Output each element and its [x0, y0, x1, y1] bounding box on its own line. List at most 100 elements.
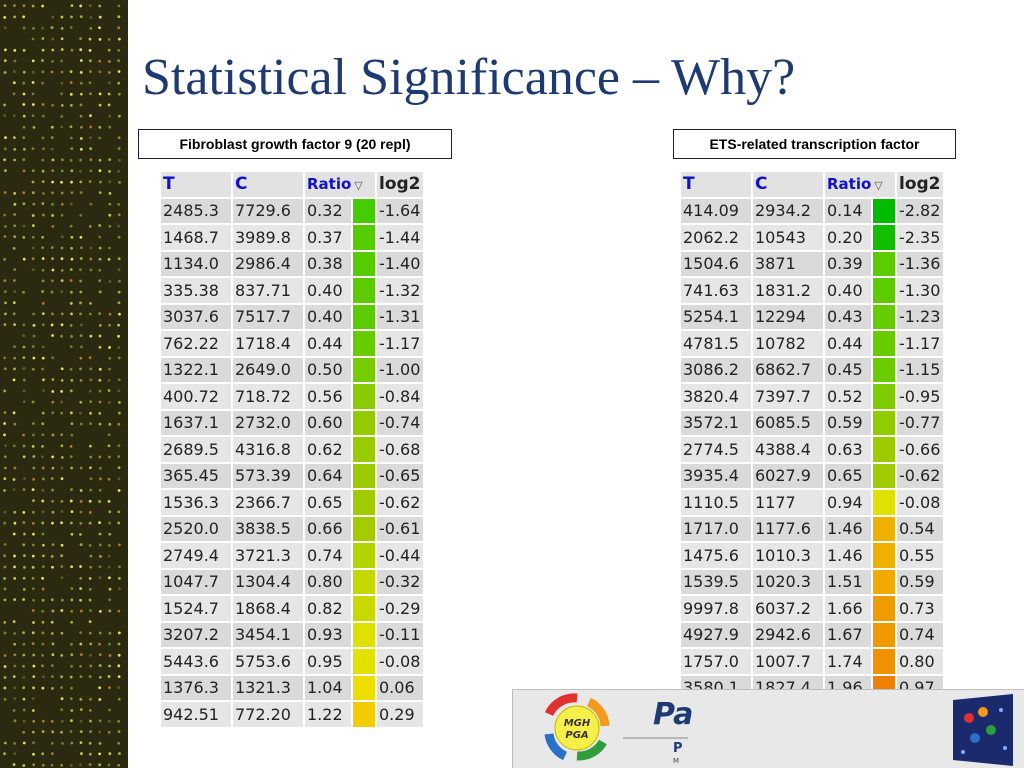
column-header-c[interactable]: C	[753, 172, 823, 197]
cell-c: 1177	[753, 490, 823, 515]
cell-c: 772.20	[233, 702, 303, 727]
ratio-color-swatch	[873, 490, 895, 515]
table-row: 1468.7 3989.8 0.37 -1.44	[161, 225, 423, 250]
ratio-color-swatch	[873, 622, 895, 647]
cell-log2: -1.44	[377, 225, 423, 250]
cell-t: 2520.0	[161, 516, 231, 541]
cell-log2: -0.62	[897, 463, 943, 488]
cell-log2: -1.30	[897, 278, 943, 303]
cell-t: 3572.1	[681, 410, 751, 435]
cell-t: 1322.1	[161, 357, 231, 382]
column-header-ratio[interactable]: Ratio ▽	[825, 172, 895, 197]
cell-t: 1717.0	[681, 516, 751, 541]
cell-t: 1637.1	[161, 410, 231, 435]
cell-t: 942.51	[161, 702, 231, 727]
cell-ratio: 1.74	[825, 649, 871, 674]
ratio-color-swatch	[873, 543, 895, 568]
cell-log2: -1.17	[377, 331, 423, 356]
cell-log2: -0.77	[897, 410, 943, 435]
table-row: 414.09 2934.2 0.14 -2.82	[681, 198, 943, 223]
cell-log2: -1.40	[377, 251, 423, 276]
cell-ratio: 1.66	[825, 596, 871, 621]
cell-log2: -2.82	[897, 198, 943, 223]
cell-ratio: 0.95	[305, 649, 351, 674]
sort-descending-icon[interactable]: ▽	[874, 179, 883, 193]
ratio-color-swatch	[353, 384, 375, 409]
cell-t: 762.22	[161, 331, 231, 356]
column-header-ratio[interactable]: Ratio ▽	[305, 172, 375, 197]
cell-t: 3207.2	[161, 622, 231, 647]
cell-c: 1007.7	[753, 649, 823, 674]
cell-t: 400.72	[161, 384, 231, 409]
cell-c: 1321.3	[233, 675, 303, 700]
cell-ratio: 0.37	[305, 225, 351, 250]
column-header-t[interactable]: T	[681, 172, 751, 197]
cell-ratio: 0.80	[305, 569, 351, 594]
cell-c: 2649.0	[233, 357, 303, 382]
ratio-color-swatch	[353, 225, 375, 250]
cell-ratio: 0.44	[825, 331, 871, 356]
cell-log2: -1.00	[377, 357, 423, 382]
cell-c: 1868.4	[233, 596, 303, 621]
cell-t: 3086.2	[681, 357, 751, 382]
ratio-color-swatch	[873, 304, 895, 329]
table-row: 1322.1 2649.0 0.50 -1.00	[161, 357, 423, 382]
ratio-color-swatch	[873, 410, 895, 435]
cell-t: 3935.4	[681, 463, 751, 488]
table-row: 2774.5 4388.4 0.63 -0.66	[681, 437, 943, 462]
sort-descending-icon[interactable]: ▽	[354, 179, 363, 193]
cell-t: 3820.4	[681, 384, 751, 409]
cell-c: 1718.4	[233, 331, 303, 356]
table-row: 2749.4 3721.3 0.74 -0.44	[161, 543, 423, 568]
cell-ratio: 1.67	[825, 622, 871, 647]
cell-t: 4781.5	[681, 331, 751, 356]
table-row: 5443.6 5753.6 0.95 -0.08	[161, 649, 423, 674]
table-row: 3207.2 3454.1 0.93 -0.11	[161, 622, 423, 647]
cell-log2: -0.65	[377, 463, 423, 488]
cell-t: 9997.8	[681, 596, 751, 621]
cell-c: 3989.8	[233, 225, 303, 250]
table-row: 3037.6 7517.7 0.40 -1.31	[161, 304, 423, 329]
cell-ratio: 0.40	[825, 278, 871, 303]
table-row: 2689.5 4316.8 0.62 -0.68	[161, 437, 423, 462]
table-row: 762.22 1718.4 0.44 -1.17	[161, 331, 423, 356]
cell-ratio: 0.62	[305, 437, 351, 462]
column-header-c[interactable]: C	[233, 172, 303, 197]
cell-c: 1020.3	[753, 569, 823, 594]
column-header-t[interactable]: T	[161, 172, 231, 197]
cell-ratio: 0.40	[305, 304, 351, 329]
cell-t: 1475.6	[681, 543, 751, 568]
cell-log2: -2.35	[897, 225, 943, 250]
cell-t: 5254.1	[681, 304, 751, 329]
logo-partial-title: Pa	[653, 697, 693, 732]
cell-t: 5443.6	[161, 649, 231, 674]
cell-c: 1304.4	[233, 569, 303, 594]
table-row: 1757.0 1007.7 1.74 0.80	[681, 649, 943, 674]
table-row: 4781.5 10782 0.44 -1.17	[681, 331, 943, 356]
ratio-color-swatch	[873, 596, 895, 621]
cell-c: 2986.4	[233, 251, 303, 276]
ratio-color-swatch	[873, 278, 895, 303]
table-row: 400.72 718.72 0.56 -0.84	[161, 384, 423, 409]
ratio-color-swatch	[353, 410, 375, 435]
cell-log2: -0.84	[377, 384, 423, 409]
column-header-log2[interactable]: log2	[377, 172, 423, 197]
cell-t: 1536.3	[161, 490, 231, 515]
ratio-color-swatch	[353, 251, 375, 276]
ratio-color-swatch	[873, 251, 895, 276]
cell-ratio: 0.44	[305, 331, 351, 356]
cell-log2: 0.55	[897, 543, 943, 568]
ratio-color-swatch	[353, 437, 375, 462]
ratio-color-swatch	[353, 463, 375, 488]
cell-c: 2934.2	[753, 198, 823, 223]
cell-log2: -0.62	[377, 490, 423, 515]
cell-c: 718.72	[233, 384, 303, 409]
table-row: 942.51 772.20 1.22 0.29	[161, 702, 423, 727]
cell-log2: -0.11	[377, 622, 423, 647]
cell-t: 2749.4	[161, 543, 231, 568]
array-scan-logo	[953, 694, 1013, 766]
ratio-color-swatch	[353, 622, 375, 647]
cell-ratio: 0.52	[825, 384, 871, 409]
column-header-log2[interactable]: log2	[897, 172, 943, 197]
cell-c: 2366.7	[233, 490, 303, 515]
